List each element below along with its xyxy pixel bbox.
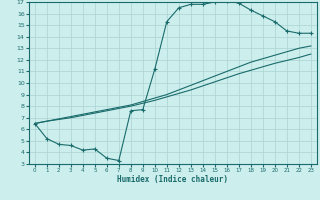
X-axis label: Humidex (Indice chaleur): Humidex (Indice chaleur) [117, 175, 228, 184]
